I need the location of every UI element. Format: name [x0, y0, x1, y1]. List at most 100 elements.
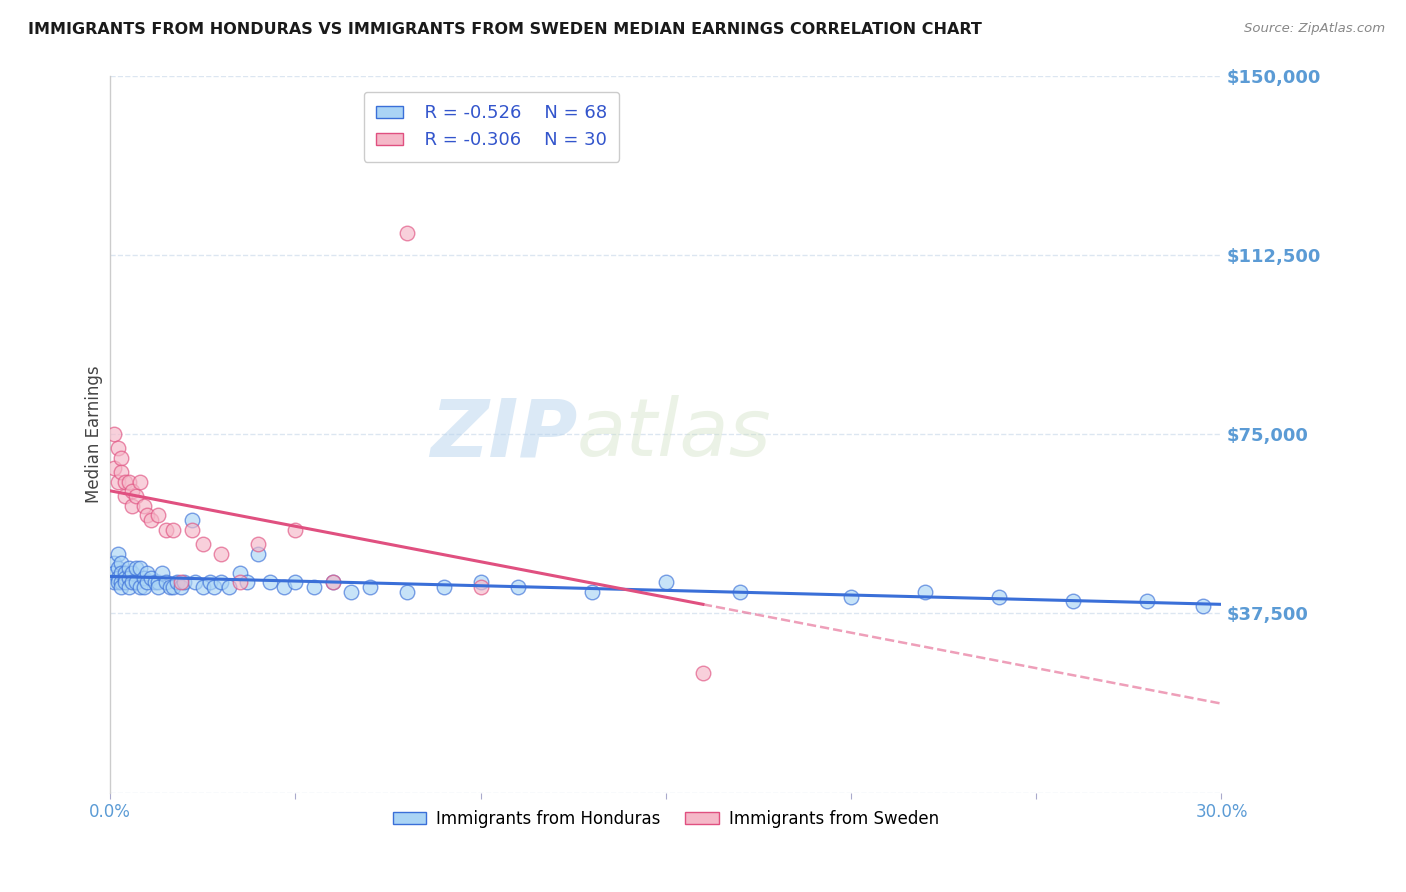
- Point: [395, 585, 418, 599]
- Point: [728, 585, 751, 599]
- Point: [114, 489, 136, 503]
- Point: [302, 580, 325, 594]
- Point: [125, 575, 148, 590]
- Point: [236, 575, 259, 590]
- Point: [321, 575, 343, 590]
- Point: [159, 580, 181, 594]
- Point: [692, 666, 714, 681]
- Point: [118, 570, 141, 584]
- Point: [136, 508, 159, 523]
- Point: [125, 561, 148, 575]
- Point: [914, 585, 936, 599]
- Point: [202, 580, 225, 594]
- Point: [110, 556, 132, 570]
- Point: [273, 580, 295, 594]
- Point: [1136, 594, 1159, 608]
- Point: [433, 580, 456, 594]
- Point: [191, 580, 214, 594]
- Point: [110, 580, 132, 594]
- Point: [121, 575, 143, 590]
- Point: [107, 570, 129, 584]
- Point: [148, 575, 170, 590]
- Point: [218, 580, 240, 594]
- Point: [284, 523, 307, 537]
- Point: [581, 585, 603, 599]
- Point: [114, 566, 136, 580]
- Point: [132, 499, 155, 513]
- Point: [107, 561, 129, 575]
- Point: [321, 575, 343, 590]
- Point: [103, 575, 125, 590]
- Point: [839, 590, 862, 604]
- Point: [169, 575, 191, 590]
- Point: [118, 475, 141, 489]
- Point: [110, 450, 132, 465]
- Point: [155, 575, 177, 590]
- Point: [247, 537, 270, 551]
- Point: [173, 575, 195, 590]
- Point: [150, 566, 173, 580]
- Point: [1062, 594, 1084, 608]
- Point: [129, 580, 152, 594]
- Point: [209, 575, 232, 590]
- Point: [114, 570, 136, 584]
- Point: [139, 570, 162, 584]
- Point: [148, 580, 170, 594]
- Point: [155, 523, 177, 537]
- Text: ZIP: ZIP: [430, 395, 576, 473]
- Point: [132, 570, 155, 584]
- Point: [184, 575, 207, 590]
- Point: [107, 547, 129, 561]
- Point: [110, 566, 132, 580]
- Text: atlas: atlas: [576, 395, 772, 473]
- Point: [162, 523, 184, 537]
- Point: [103, 566, 125, 580]
- Point: [180, 523, 202, 537]
- Point: [395, 227, 418, 241]
- Point: [209, 547, 232, 561]
- Point: [121, 499, 143, 513]
- Point: [506, 580, 529, 594]
- Point: [118, 561, 141, 575]
- Point: [200, 575, 222, 590]
- Point: [107, 442, 129, 456]
- Point: [169, 580, 191, 594]
- Point: [162, 580, 184, 594]
- Point: [259, 575, 281, 590]
- Point: [132, 580, 155, 594]
- Point: [470, 575, 492, 590]
- Point: [139, 513, 162, 527]
- Text: IMMIGRANTS FROM HONDURAS VS IMMIGRANTS FROM SWEDEN MEDIAN EARNINGS CORRELATION C: IMMIGRANTS FROM HONDURAS VS IMMIGRANTS F…: [28, 22, 981, 37]
- Point: [229, 566, 252, 580]
- Point: [988, 590, 1011, 604]
- Point: [103, 556, 125, 570]
- Point: [340, 585, 363, 599]
- Point: [247, 547, 270, 561]
- Point: [114, 575, 136, 590]
- Y-axis label: Median Earnings: Median Earnings: [86, 366, 103, 503]
- Point: [125, 489, 148, 503]
- Point: [110, 466, 132, 480]
- Point: [103, 427, 125, 442]
- Point: [129, 475, 152, 489]
- Point: [1192, 599, 1215, 614]
- Point: [129, 561, 152, 575]
- Point: [136, 575, 159, 590]
- Point: [148, 508, 170, 523]
- Text: Source: ZipAtlas.com: Source: ZipAtlas.com: [1244, 22, 1385, 36]
- Point: [229, 575, 252, 590]
- Point: [284, 575, 307, 590]
- Point: [107, 575, 129, 590]
- Point: [110, 575, 132, 590]
- Point: [118, 580, 141, 594]
- Point: [180, 513, 202, 527]
- Point: [103, 460, 125, 475]
- Legend: Immigrants from Honduras, Immigrants from Sweden: Immigrants from Honduras, Immigrants fro…: [387, 803, 946, 835]
- Point: [143, 575, 166, 590]
- Point: [121, 566, 143, 580]
- Point: [359, 580, 381, 594]
- Point: [655, 575, 678, 590]
- Point: [191, 537, 214, 551]
- Point: [114, 475, 136, 489]
- Point: [121, 484, 143, 499]
